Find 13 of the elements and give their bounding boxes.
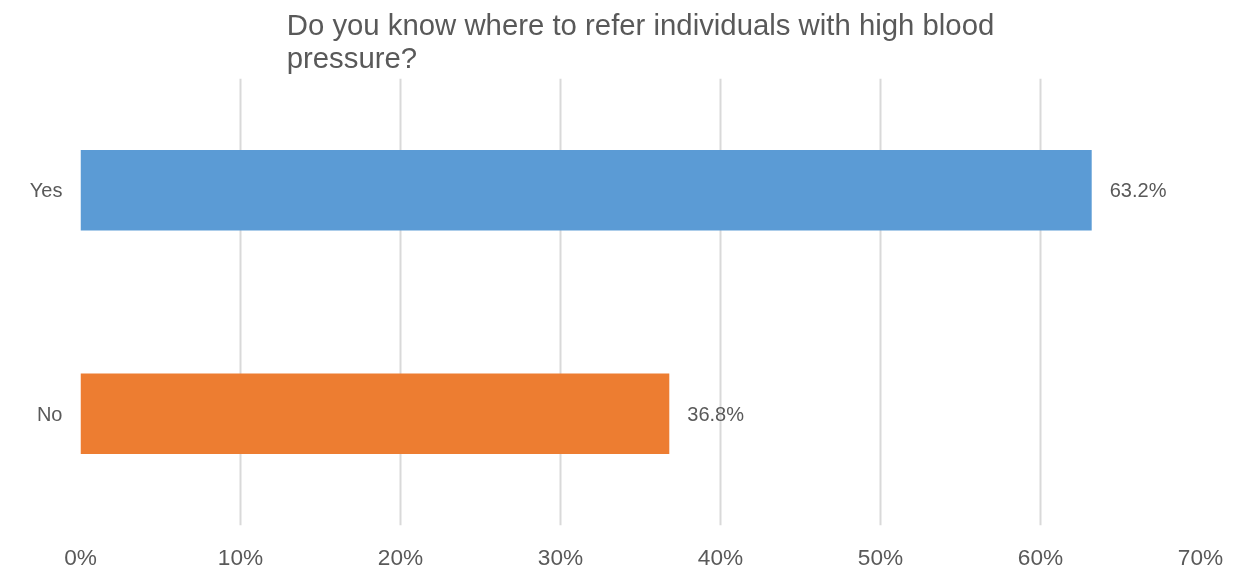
x-tick-label: 60%: [1017, 543, 1064, 570]
x-tick-label: 70%: [1177, 543, 1224, 570]
data-label: 63.2%: [1109, 179, 1167, 202]
x-tick-label: 0%: [64, 543, 97, 570]
chart-title: Do you know where to refer individuals with high blood pressure?: [286, 7, 995, 74]
x-tick-label: 40%: [697, 543, 744, 570]
x-tick-label: 30%: [537, 543, 584, 570]
y-tick-label: No: [36, 402, 63, 425]
y-tick-label: Yes: [29, 179, 63, 202]
x-tick-label: 50%: [857, 543, 904, 570]
x-tick-label: 10%: [217, 543, 264, 570]
x-tick-label: 20%: [377, 543, 424, 570]
data-label: 36.8%: [687, 402, 745, 425]
